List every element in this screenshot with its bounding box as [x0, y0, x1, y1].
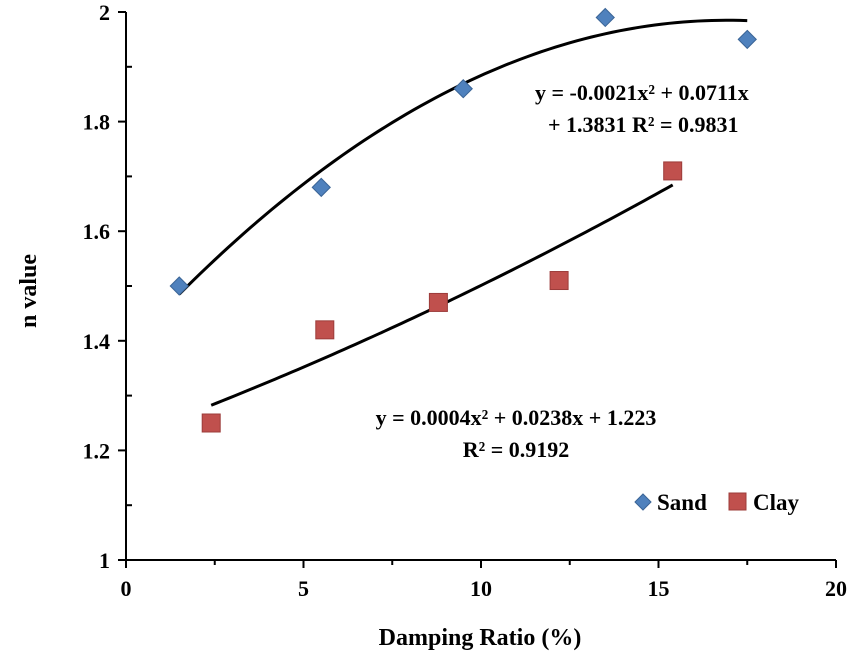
- y-tick-label: 1.2: [83, 438, 111, 463]
- y-tick-label: 1.4: [83, 329, 111, 354]
- x-axis-label: Damping Ratio (%): [379, 625, 582, 651]
- x-ticks: 0 5 10 15 20: [121, 560, 847, 601]
- clay-equation-line-2: R² = 0.9192: [463, 437, 570, 462]
- x-tick-label: 5: [298, 576, 309, 601]
- legend-sand-label: Sand: [657, 490, 707, 515]
- y-ticks: 1 1.2 1.4 1.6 1.8 2: [83, 0, 132, 573]
- y-axis-label: n value: [16, 254, 42, 328]
- sand-equation-line-2: + 1.3831 R² = 0.9831: [548, 112, 739, 137]
- trendlines: [178, 18, 748, 407]
- legend-sand-marker: [634, 493, 652, 511]
- data-points: [169, 7, 757, 433]
- sand-point: [595, 7, 615, 28]
- clay-point: [201, 413, 221, 433]
- sand-point: [169, 276, 189, 296]
- x-tick-label: 15: [648, 576, 670, 601]
- sand-point: [453, 79, 473, 99]
- equation-annotations: y = -0.0021x² + 0.0711x + 1.3831 R² = 0.…: [376, 80, 749, 462]
- clay-point: [663, 161, 683, 181]
- x-tick-label: 10: [470, 576, 492, 601]
- sand-point: [737, 29, 757, 50]
- legend-clay-label: Clay: [753, 490, 800, 515]
- clay-point: [315, 320, 335, 340]
- legend-clay-marker: [728, 492, 747, 511]
- x-tick-label: 20: [825, 576, 847, 601]
- y-tick-label: 1.6: [83, 219, 111, 244]
- x-tick-label: 0: [121, 576, 132, 601]
- clay-equation-line-1: y = 0.0004x² + 0.0238x + 1.223: [376, 405, 657, 430]
- y-tick-label: 1: [99, 548, 110, 573]
- sand-point: [311, 177, 331, 198]
- clay-point: [549, 271, 569, 291]
- y-tick-label: 1.8: [83, 110, 111, 135]
- clay-point: [428, 292, 448, 312]
- sand-trendline: [178, 18, 748, 296]
- sand-equation-line-1: y = -0.0021x² + 0.0711x: [535, 80, 749, 105]
- legend: Sand Clay: [634, 490, 800, 515]
- y-tick-label: 2: [99, 0, 110, 25]
